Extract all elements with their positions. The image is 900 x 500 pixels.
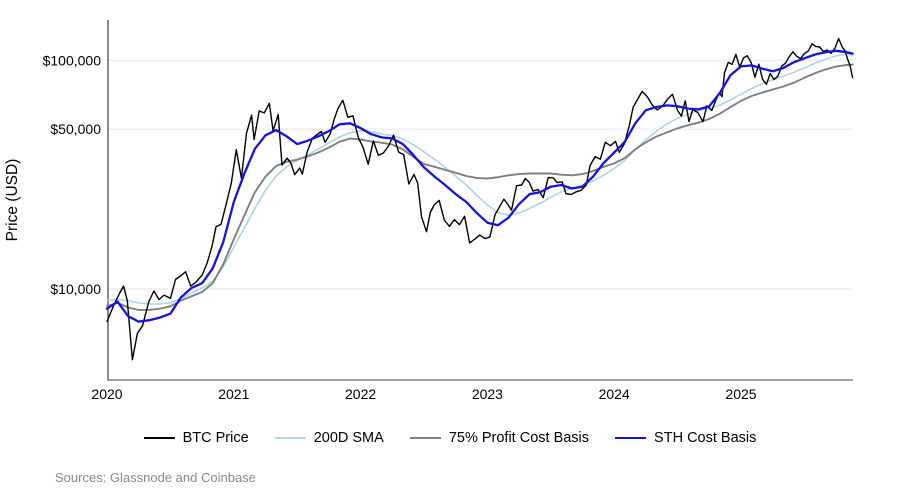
y-tick-label: $10,000 (50, 281, 101, 297)
legend-line-swatch (409, 437, 441, 439)
chart-legend: BTC Price 200D SMA 75% Profit Cost Basis… (0, 427, 900, 449)
legend-item-sth-cost-basis: STH Cost Basis (615, 430, 756, 446)
x-tick-label: 2022 (345, 386, 376, 402)
legend-item-btc-price: BTC Price (143, 430, 249, 446)
y-axis-title: Price (USD) (4, 159, 21, 242)
y-tick-label: $100,000 (43, 52, 102, 68)
x-tick-label: 2021 (218, 386, 249, 402)
x-tick-label: 2025 (725, 386, 756, 402)
gridlines (108, 59, 853, 290)
legend-item-200d-sma: 200D SMA (274, 430, 384, 446)
legend-line-swatch (615, 437, 647, 439)
y-axis-tick-labels: $10,000 $50,000 $100,000 (43, 52, 102, 297)
chart-plot-area: $10,000$50,000$100,000 2020 2021 2022 2023 2… (4, 20, 854, 402)
legend-item-75pct-profit-cost-basis: 75% Profit Cost Basis (409, 430, 590, 446)
series-btc-price-line (106, 37, 854, 361)
legend-label: 75% Profit Cost Basis (448, 430, 590, 446)
series-75pct-profit-cost-basis-line (106, 63, 854, 311)
x-tick-label: 2020 (91, 386, 122, 402)
y-tick-label: $50,000 (50, 121, 101, 137)
legend-label: 200D SMA (313, 430, 384, 446)
legend-label: STH Cost Basis (654, 430, 757, 446)
legend-line-swatch (143, 437, 175, 439)
legend-label: BTC Price (182, 430, 249, 446)
series-200d-sma-line (106, 53, 854, 305)
x-tick-label: 2024 (599, 386, 630, 402)
series-sth-cost-basis-line (105, 49, 854, 323)
x-axis-tick-labels: 2020 2021 2022 2023 2024 2025 (91, 386, 756, 402)
x-tick-label: 2023 (472, 386, 503, 402)
legend-line-swatch (274, 437, 306, 439)
source-note: Sources: Glassnode and Coinbase (55, 470, 256, 485)
